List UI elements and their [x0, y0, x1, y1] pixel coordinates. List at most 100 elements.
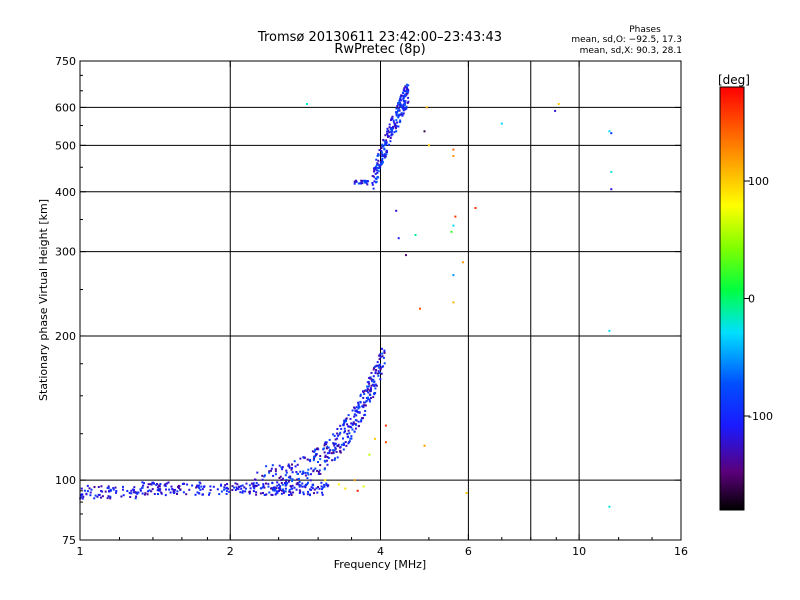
- echo-point: [298, 489, 301, 492]
- echo-point: [349, 425, 352, 428]
- x-tick-label: 16: [674, 545, 688, 558]
- echo-point: [395, 111, 397, 114]
- echo-point: [375, 158, 378, 161]
- echo-point: [134, 491, 137, 494]
- y-tick-label: 300: [55, 246, 76, 259]
- echo-point: [164, 485, 167, 488]
- axis-layer: 1 2 4 6 10 16 75 100 200 300 400 500 600 750: [55, 55, 688, 558]
- echo-point: [391, 133, 394, 136]
- echo-point: [405, 92, 408, 95]
- echo-point: [164, 483, 167, 486]
- echo-point: [360, 418, 363, 421]
- echo-point: [326, 459, 328, 462]
- echo-point: [309, 479, 312, 482]
- echo-point: [399, 96, 402, 99]
- echo-point: [405, 83, 408, 86]
- echo-point: [265, 482, 267, 485]
- echo-point: [252, 482, 255, 485]
- echo-point: [358, 406, 361, 409]
- echo-point: [361, 417, 364, 420]
- echo-point: [377, 374, 380, 377]
- echo-point: [107, 495, 110, 498]
- echo-point: [359, 395, 362, 397]
- echo-point: [328, 451, 331, 454]
- echo-point: [350, 435, 353, 438]
- echo-point: [160, 492, 163, 495]
- echo-point: [262, 484, 265, 487]
- echo-point: [172, 489, 175, 492]
- echo-point: [376, 169, 379, 172]
- echo-point: [312, 470, 315, 473]
- echo-point: [109, 488, 112, 491]
- echo-point: [372, 396, 375, 399]
- echo-point: [361, 405, 364, 408]
- echo-point: [337, 483, 340, 486]
- echo-point: [339, 431, 342, 434]
- echo-point: [212, 485, 215, 488]
- chart-title: Tromsø 20130611 23:42:00–23:43:43: [257, 30, 502, 45]
- echo-point: [112, 487, 115, 490]
- echo-point: [399, 120, 402, 123]
- echo-point: [373, 170, 375, 173]
- echo-point: [97, 486, 100, 488]
- echo-point: [132, 491, 135, 494]
- echo-point: [554, 109, 557, 112]
- echo-point: [404, 100, 407, 103]
- echo-point: [340, 443, 343, 446]
- echo-point: [388, 126, 391, 129]
- echo-point: [324, 456, 327, 458]
- echo-point: [389, 140, 392, 143]
- echo-point: [144, 492, 147, 495]
- echo-point: [379, 378, 382, 381]
- echo-point: [100, 496, 102, 499]
- echo-point: [133, 486, 136, 489]
- echo-point: [101, 495, 104, 498]
- echo-point: [311, 483, 314, 486]
- echo-point: [371, 183, 374, 186]
- echo-point: [309, 493, 311, 496]
- echo-point: [321, 486, 324, 489]
- echo-point: [369, 397, 372, 399]
- echo-point: [270, 469, 272, 472]
- echo-point: [237, 488, 240, 491]
- colorbar-tick-label: 0: [748, 293, 755, 306]
- echo-point: [259, 492, 262, 495]
- echo-point: [292, 491, 294, 494]
- echo-point: [296, 478, 299, 481]
- y-tick-label: 400: [55, 186, 76, 199]
- echo-point: [500, 122, 503, 125]
- stats-x-line: mean, sd,X: 90.3, 28.1: [580, 46, 682, 56]
- echo-point: [93, 497, 96, 500]
- echo-point: [362, 485, 365, 488]
- echo-point: [323, 468, 326, 471]
- echo-point: [375, 369, 378, 371]
- echo-point: [403, 103, 406, 106]
- echo-point: [380, 155, 383, 158]
- echo-point: [167, 481, 170, 484]
- echo-point: [278, 464, 281, 467]
- echo-point: [384, 142, 387, 145]
- echo-point: [392, 125, 394, 128]
- echo-point: [313, 456, 315, 459]
- echo-point: [298, 484, 301, 487]
- echo-point: [173, 491, 176, 494]
- echo-point: [83, 489, 86, 492]
- echo-point: [355, 180, 358, 183]
- echo-point: [315, 454, 318, 457]
- echo-point: [281, 477, 284, 480]
- echo-point: [151, 481, 154, 484]
- echo-point: [253, 487, 256, 490]
- echo-point: [369, 377, 372, 380]
- echo-point: [385, 143, 388, 146]
- echo-point: [369, 394, 372, 397]
- echo-point: [323, 447, 326, 450]
- echo-point: [345, 420, 347, 422]
- echo-point: [325, 483, 328, 486]
- echo-point: [245, 482, 248, 485]
- echo-point: [220, 490, 223, 493]
- echo-point: [375, 164, 378, 167]
- echo-point: [275, 487, 278, 490]
- echo-point: [340, 427, 343, 430]
- echo-point: [241, 484, 244, 487]
- echo-point: [163, 484, 166, 487]
